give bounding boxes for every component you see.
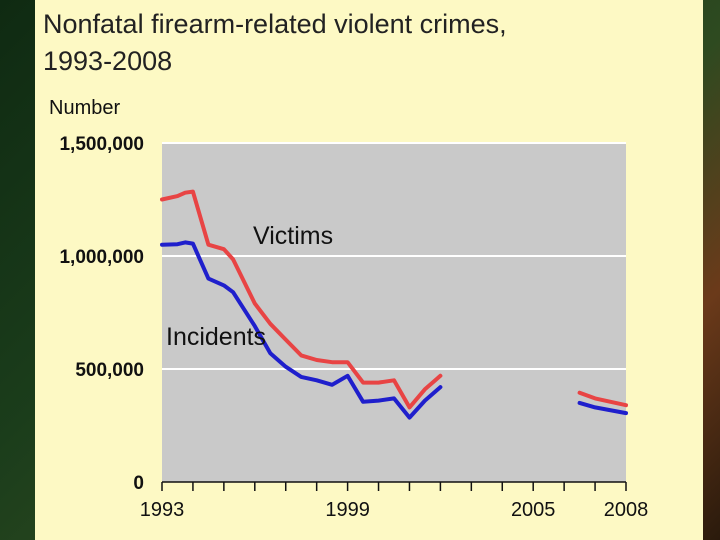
y-tick-label-2: 1,000,000 <box>59 247 144 268</box>
series-line-incidents-segment-2 <box>577 400 628 416</box>
chart-panel: Nonfatal firearm-related violent crimes,… <box>35 0 703 540</box>
y-tick-label-3: 1,500,000 <box>59 134 144 155</box>
plot-background <box>162 143 626 482</box>
x-tick-label-1999: 1999 <box>325 499 370 521</box>
chart: Nonfatal firearm-related violent crimes,… <box>43 9 648 521</box>
series-label-incidents: Incidents <box>166 323 266 351</box>
series-line-victims-segment-2 <box>577 390 628 408</box>
chart-title-line-1: Nonfatal firearm-related violent crimes, <box>43 9 507 39</box>
y-tick-label-1: 500,000 <box>75 360 144 381</box>
plot-area: 0 500,000 1,000,000 1,500,000 1993 1999 2005 20… <box>59 134 648 521</box>
y-axis-label: Number <box>49 97 120 119</box>
y-tick-label-0: 0 <box>133 473 144 494</box>
series-label-victims: Victims <box>253 222 333 250</box>
x-tick-label-2005: 2005 <box>511 499 556 521</box>
x-tick-label-1993: 1993 <box>140 499 185 521</box>
x-tick-label-2008: 2008 <box>604 499 649 521</box>
chart-title-line-2: 1993-2008 <box>43 46 172 76</box>
series-line-incidents-segment-1 <box>160 240 443 420</box>
series-line-victims-segment-1 <box>160 189 443 410</box>
